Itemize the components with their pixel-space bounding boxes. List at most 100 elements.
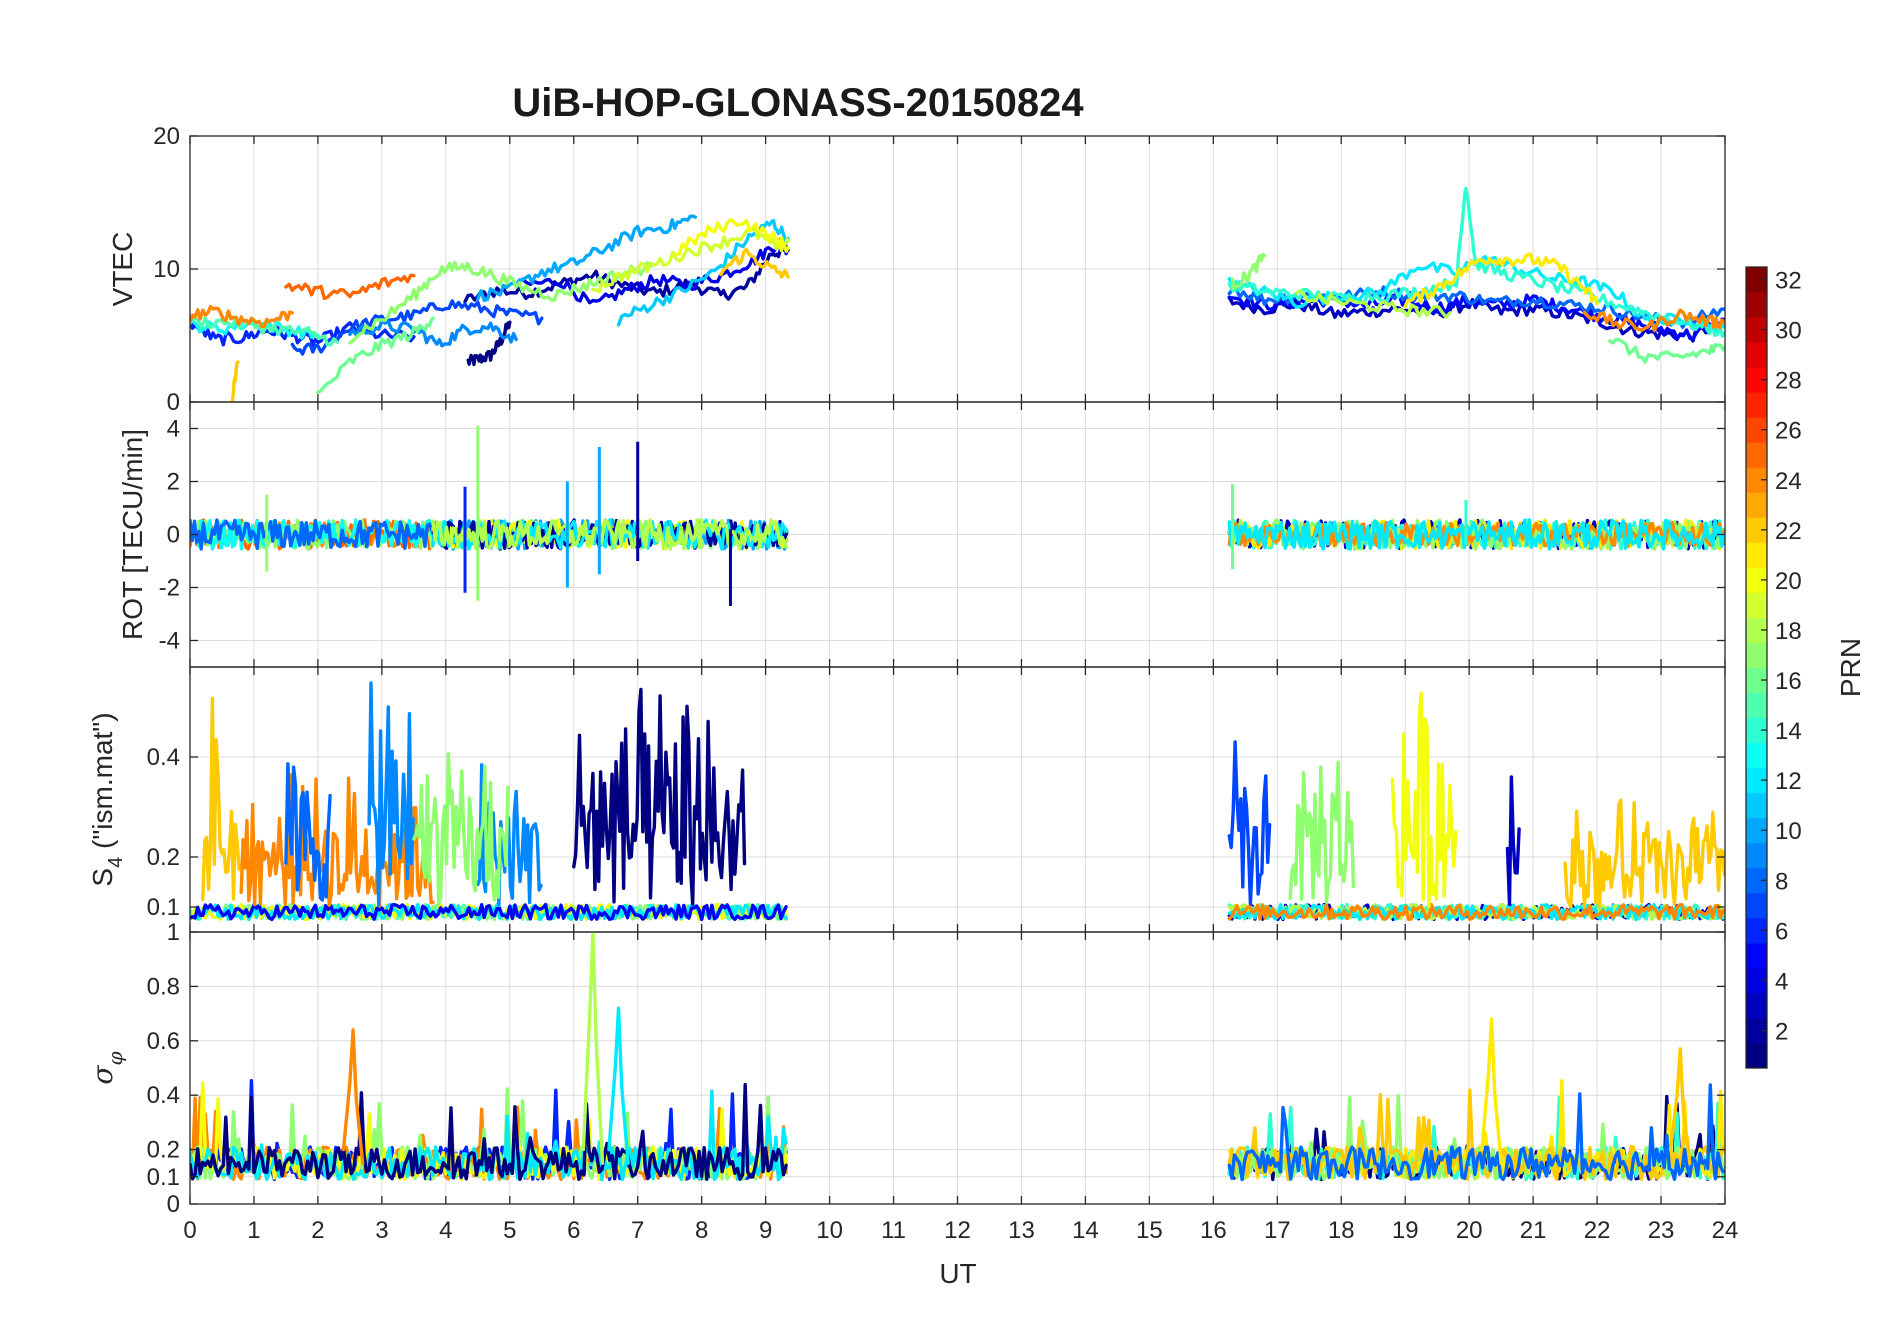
colorbar-tick-label: 20 <box>1775 568 1802 595</box>
colorbar-frame <box>1745 266 1768 1069</box>
s4-activity-prn-20 <box>1390 691 1458 909</box>
colorbar-label: PRN <box>1835 638 1866 697</box>
vtec-prn-4 <box>520 238 790 305</box>
colorbar-step <box>1746 467 1767 493</box>
x-tick-label: 10 <box>816 1217 843 1244</box>
colorbar-step <box>1746 967 1767 994</box>
s4-series <box>190 681 1725 922</box>
y-tick-label: 20 <box>153 123 180 150</box>
vtec-prn-8 <box>1227 285 1725 329</box>
vtec-prn-16 <box>316 316 435 394</box>
x-axis-ticks: 0 1 2 3 4 5 6 7 8 9 10 11 12 13 14 15 16 17 18 19 20 21 22 23 24 <box>183 1217 1738 1244</box>
s4-baseline-prn-5 <box>190 902 788 922</box>
colorbar-step <box>1746 442 1767 468</box>
colorbar-tick-label: 10 <box>1775 818 1802 845</box>
colorbar-step <box>1746 542 1767 568</box>
x-tick-label: 12 <box>944 1217 971 1244</box>
colorbar-tick-label: 2 <box>1775 1018 1788 1045</box>
colorbar-step <box>1746 892 1767 919</box>
colorbar-step <box>1746 567 1767 593</box>
colorbar-step <box>1746 867 1767 894</box>
x-tick-label: 4 <box>439 1217 452 1244</box>
colorbar-tick-label: 28 <box>1775 368 1802 395</box>
vtec-prn-20 <box>674 218 790 257</box>
colorbar-step <box>1746 942 1767 969</box>
colorbar-tick-label: 18 <box>1775 618 1802 645</box>
y-axis-label: ROT [TECU/min] <box>117 429 148 640</box>
colorbar-tick-label: 30 <box>1775 318 1802 345</box>
colorbar-step <box>1746 292 1767 318</box>
colorbar-tick-label: 24 <box>1775 468 1802 495</box>
rot-prn-8 <box>190 518 434 551</box>
colorbar-step <box>1746 792 1767 819</box>
y-axis-label: VTEC <box>107 232 138 307</box>
colorbar-step <box>1746 642 1767 668</box>
x-tick-label: 0 <box>183 1217 196 1244</box>
x-axis-label: UT <box>939 1258 976 1289</box>
sigma-series <box>190 932 1725 1182</box>
vtec-prn-18 <box>1294 289 1452 319</box>
s4-baseline-prn-24 <box>1227 902 1725 921</box>
x-tick-label: 6 <box>567 1217 580 1244</box>
colorbar-tick-label: 32 <box>1775 268 1802 295</box>
colorbar-step <box>1746 317 1767 343</box>
x-tick-label: 20 <box>1456 1217 1483 1244</box>
sigma-prn-1 <box>190 1082 788 1181</box>
s4-activity-prn-17 <box>1288 760 1356 904</box>
y-tick-label: 0.1 <box>147 894 180 921</box>
y-axis-label: S4 ("ism.mat") <box>87 712 127 886</box>
colorbar-step <box>1746 517 1767 543</box>
y-axis-label: σφ <box>86 1051 127 1084</box>
x-tick-label: 5 <box>503 1217 516 1244</box>
rot-series <box>190 425 1725 607</box>
y-tick-label: -2 <box>159 575 180 602</box>
colorbar-step <box>1746 1017 1767 1044</box>
y-tick-label: 0.2 <box>147 844 180 871</box>
colorbar-step <box>1746 367 1767 393</box>
sigma-prn-8 <box>1227 1083 1725 1182</box>
vtec-prn-22 <box>230 360 240 402</box>
rot-prn-18 <box>431 518 789 551</box>
x-tick-label: 8 <box>695 1217 708 1244</box>
panel-vtec: 0 10 20 VTEC <box>107 123 1726 416</box>
colorbar-step <box>1746 417 1767 443</box>
x-tick-label: 14 <box>1072 1217 1099 1244</box>
y-tick-label: 2 <box>167 469 180 496</box>
colorbar-step <box>1746 842 1767 869</box>
x-tick-label: 9 <box>759 1217 772 1244</box>
y-tick-label: 0.6 <box>147 1028 180 1055</box>
colorbar-step <box>1746 767 1767 794</box>
vtec-prn-2 <box>463 244 790 304</box>
s4-activity-prn-22 <box>1563 798 1725 909</box>
x-tick-label: 2 <box>311 1217 324 1244</box>
sigma-peak <box>1668 1047 1692 1165</box>
vtec-prn-19 <box>591 226 790 293</box>
sigma-peak <box>1480 1017 1503 1165</box>
vtec-prn-24 <box>190 305 294 329</box>
colorbar-step <box>1746 342 1767 368</box>
x-tick-label: 23 <box>1648 1217 1675 1244</box>
y-tick-label: 4 <box>167 416 180 443</box>
sigma-peak <box>581 932 605 1165</box>
x-tick-label: 18 <box>1328 1217 1355 1244</box>
y-tick-label: 0.8 <box>147 973 180 1000</box>
panel-sigma: 00.10.2 0.4 0.6 0.8 1 σφ <box>86 919 1726 1218</box>
x-tick-label: 3 <box>375 1217 388 1244</box>
s4-baseline-prn-17 <box>190 902 788 922</box>
colorbar-step <box>1746 617 1767 643</box>
colorbar-tick-label: 16 <box>1775 668 1802 695</box>
s4-activity-prn-9 <box>367 681 415 907</box>
vtec-prn-7 <box>290 299 544 356</box>
x-tick-label: 15 <box>1136 1217 1163 1244</box>
y-tick-label: 10 <box>153 256 180 283</box>
colorbar-step <box>1746 667 1767 694</box>
s4-activity-prn-8 <box>284 762 332 902</box>
colorbar-step <box>1746 817 1767 844</box>
x-tick-label: 11 <box>881 1217 906 1244</box>
sigma-peak <box>607 1006 630 1165</box>
chart-title: UiB-HOP-GLONASS-20150824 <box>512 81 1084 125</box>
colorbar-step <box>1746 492 1767 518</box>
panel-rot: -4 -2 0 2 4 ROT [TECU/min] <box>117 401 1726 668</box>
